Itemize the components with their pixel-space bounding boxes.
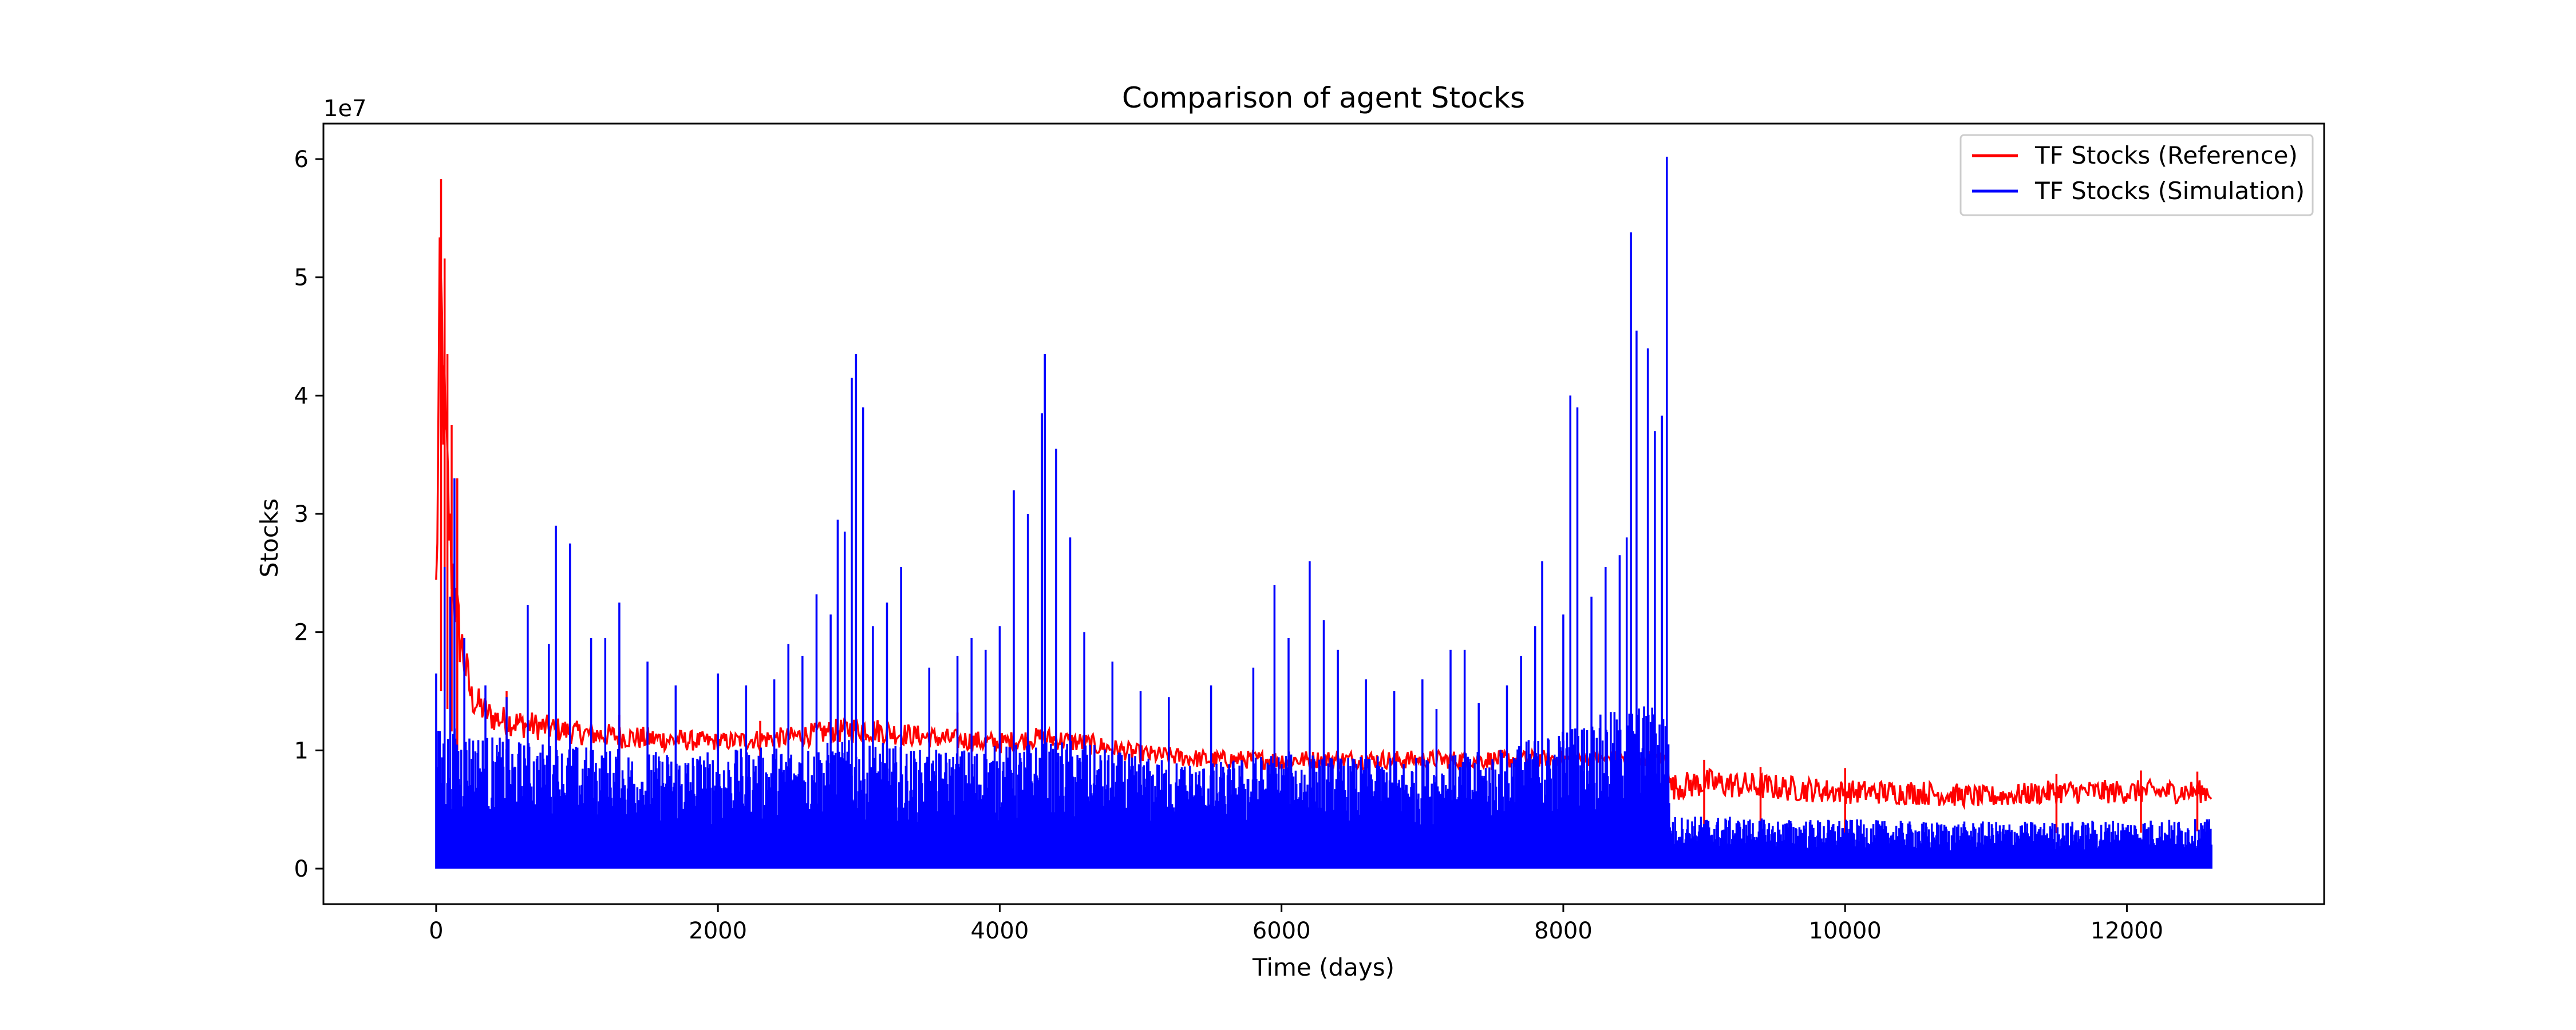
legend: TF Stocks (Reference) TF Stocks (Simulat…: [1959, 134, 2314, 216]
axis-ticks: 0 2000 4000 6000 8000 10000 12000 0 1 2 3 4 5 6: [294, 146, 2164, 944]
y-multiplier-label: 1e7: [323, 96, 367, 122]
x-tick-label: 0: [429, 918, 443, 944]
y-axis-label: Stocks: [255, 498, 283, 577]
x-tick-label: 6000: [1253, 918, 1311, 944]
y-tick-label: 1: [294, 738, 309, 764]
x-axis-label: Time (days): [1252, 953, 1394, 981]
legend-label-simulation: TF Stocks (Simulation): [2034, 177, 2305, 205]
y-tick-label: 0: [294, 856, 309, 882]
chart-title: Comparison of agent Stocks: [1122, 81, 1525, 114]
y-tick-label: 3: [294, 501, 309, 528]
x-tick-label: 4000: [971, 918, 1029, 944]
x-tick-label: 2000: [689, 918, 747, 944]
plot-area: [435, 156, 2212, 869]
legend-label-reference: TF Stocks (Reference): [2034, 141, 2298, 169]
series-simulation-line: [435, 156, 2212, 869]
y-tick-label: 5: [294, 265, 309, 291]
legend-box: [1959, 134, 2314, 216]
x-tick-label: 12000: [2091, 918, 2163, 944]
y-tick-label: 4: [294, 383, 309, 409]
y-tick-label: 6: [294, 146, 309, 173]
plot-frame: [322, 122, 2325, 905]
y-tick-label: 2: [294, 620, 309, 646]
x-tick-label: 10000: [1809, 918, 1882, 944]
x-tick-label: 8000: [1534, 918, 1593, 944]
